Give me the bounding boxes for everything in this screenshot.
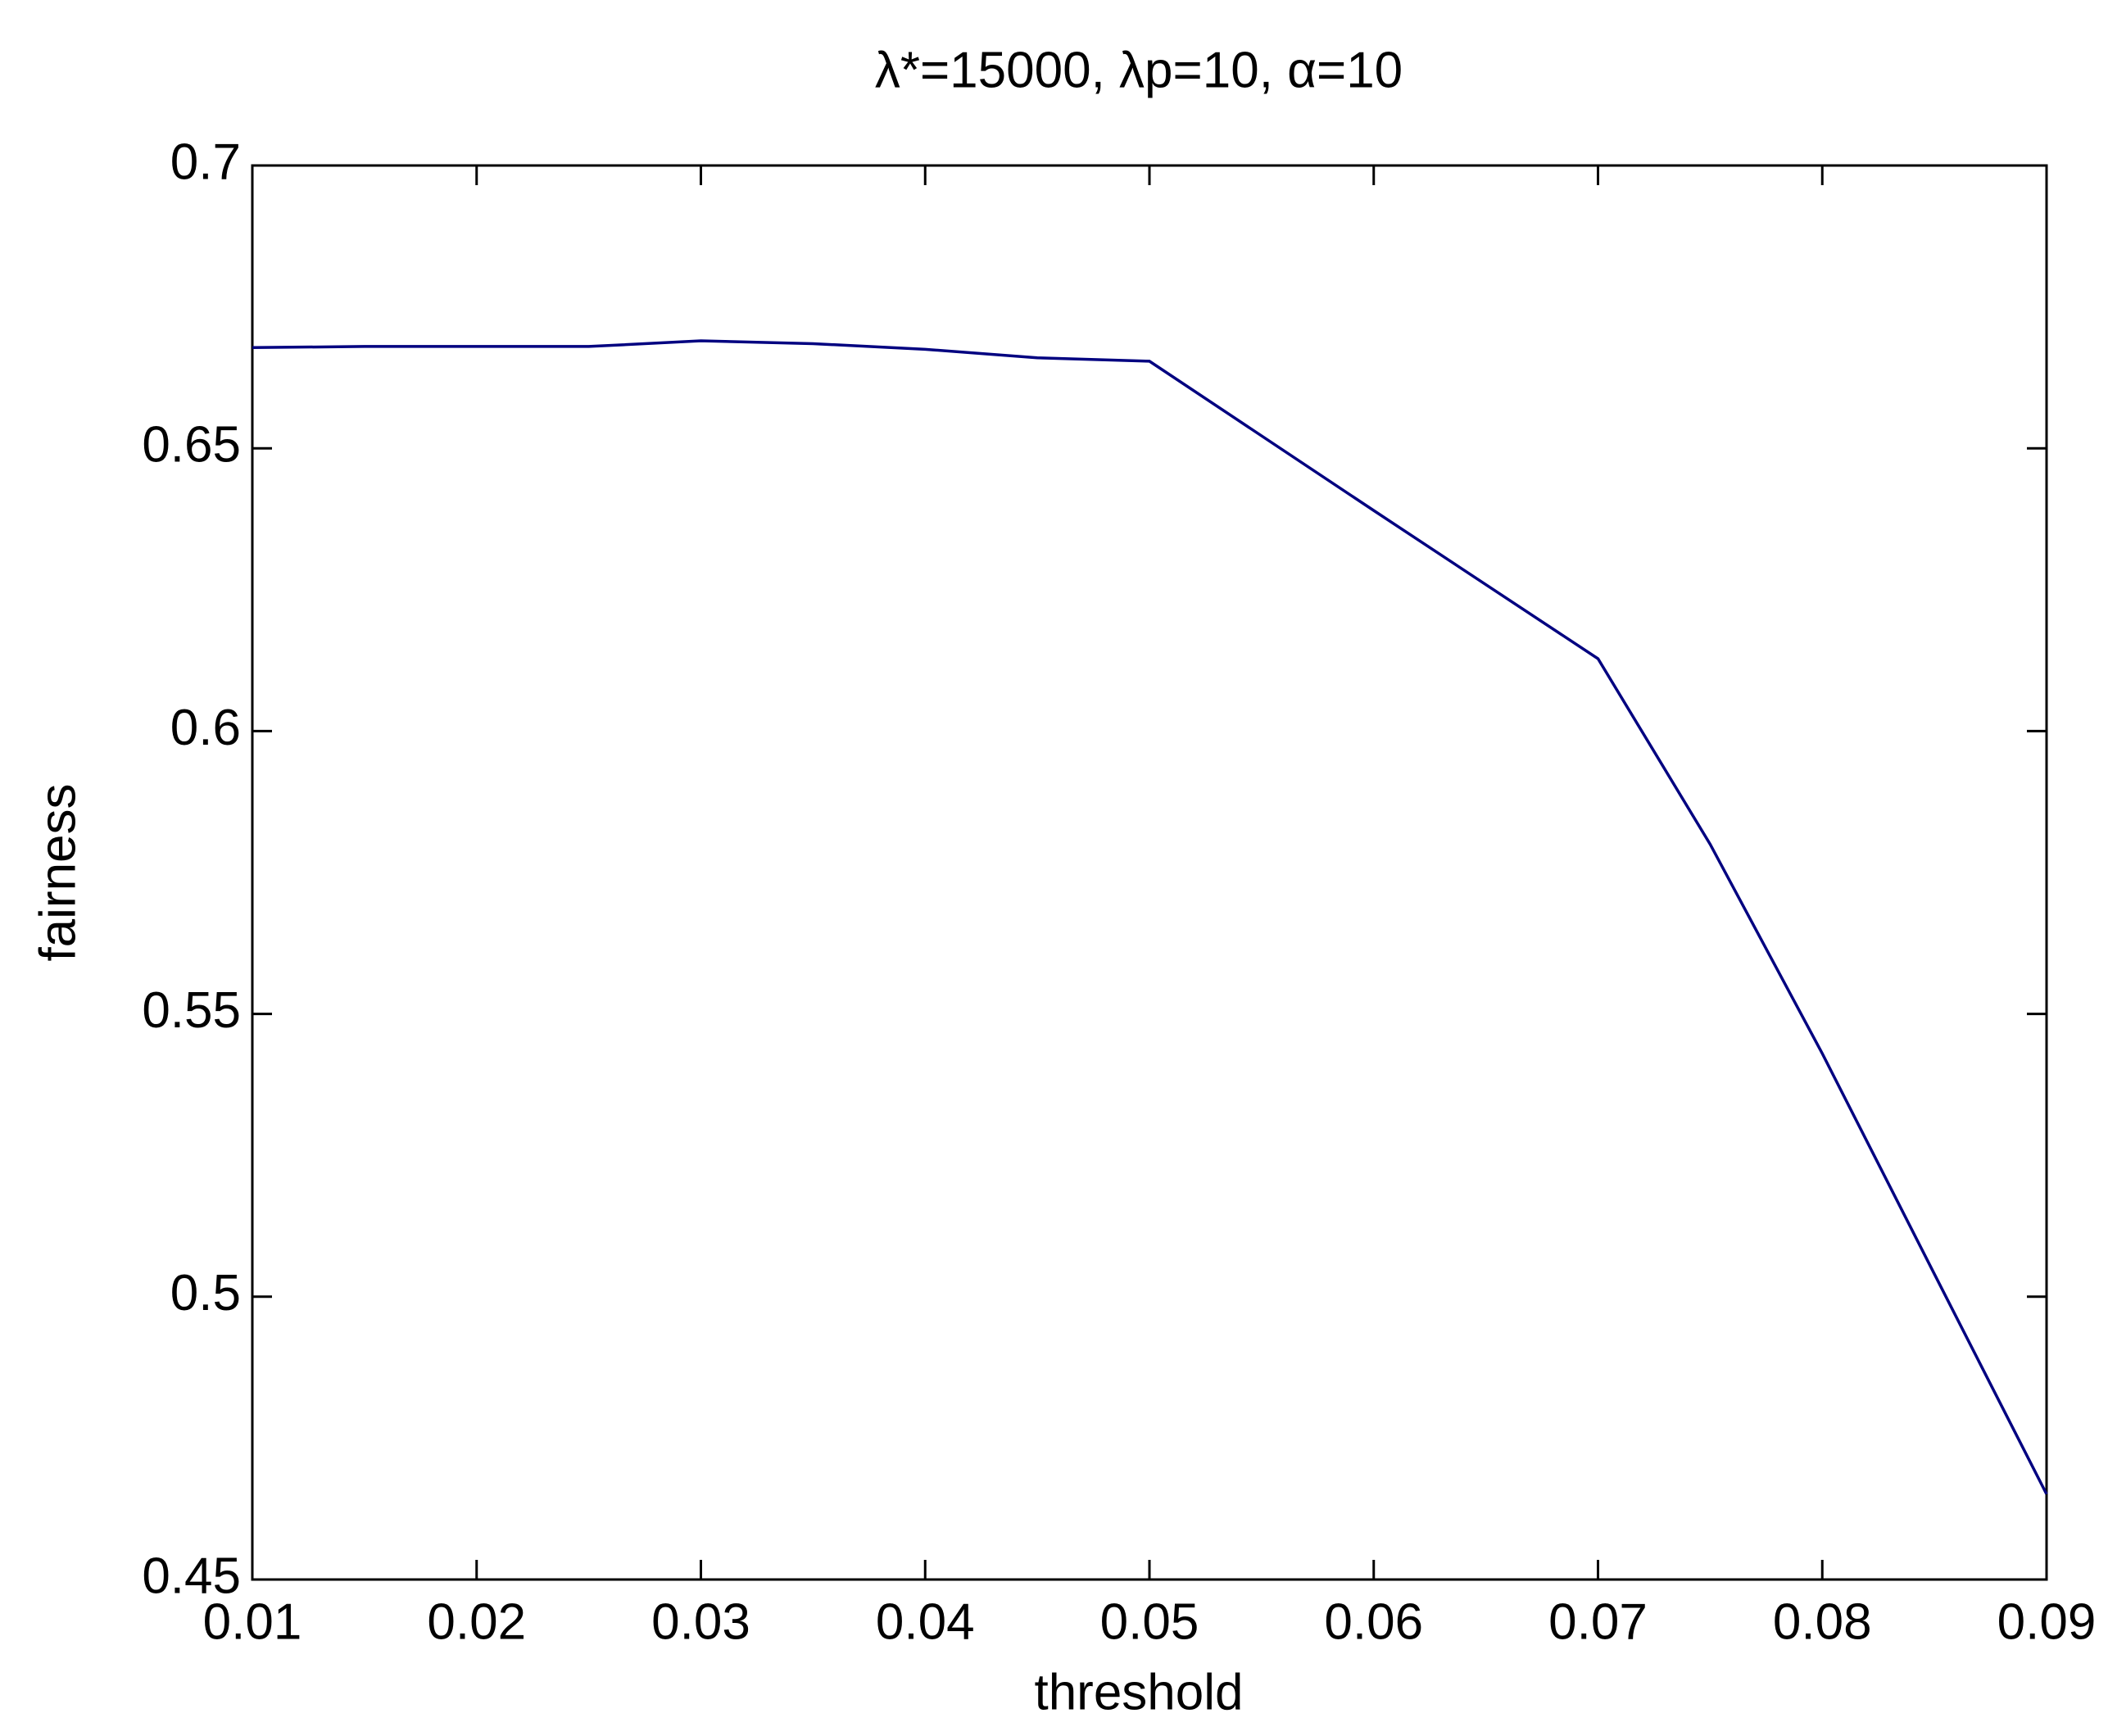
x-tick-label: 0.07 bbox=[1548, 1593, 1648, 1650]
x-tick-label: 0.03 bbox=[651, 1593, 750, 1650]
y-axis-label: fairness bbox=[29, 783, 86, 961]
x-tick-label: 0.09 bbox=[1997, 1593, 2097, 1650]
x-axis-label: threshold bbox=[1034, 1664, 1243, 1720]
x-tick-label: 0.01 bbox=[203, 1593, 302, 1650]
y-tick-label: 0.5 bbox=[170, 1265, 241, 1321]
data-line bbox=[252, 339, 2048, 1495]
y-tick-label: 0.55 bbox=[142, 982, 241, 1039]
x-tick-label: 0.02 bbox=[427, 1593, 526, 1650]
y-tick-label: 0.45 bbox=[142, 1548, 241, 1604]
x-tick-label: 0.06 bbox=[1324, 1593, 1423, 1650]
y-tick-label: 0.6 bbox=[170, 700, 241, 756]
y-tick-label: 0.65 bbox=[142, 417, 241, 474]
x-tick-label: 0.05 bbox=[1100, 1593, 1199, 1650]
x-tick-label: 0.04 bbox=[876, 1593, 975, 1650]
y-tick-label: 0.7 bbox=[170, 134, 241, 190]
chart-title: λ*=15000, λp=10, α=10 bbox=[875, 42, 1403, 98]
x-tick-label: 0.08 bbox=[1773, 1593, 1872, 1650]
